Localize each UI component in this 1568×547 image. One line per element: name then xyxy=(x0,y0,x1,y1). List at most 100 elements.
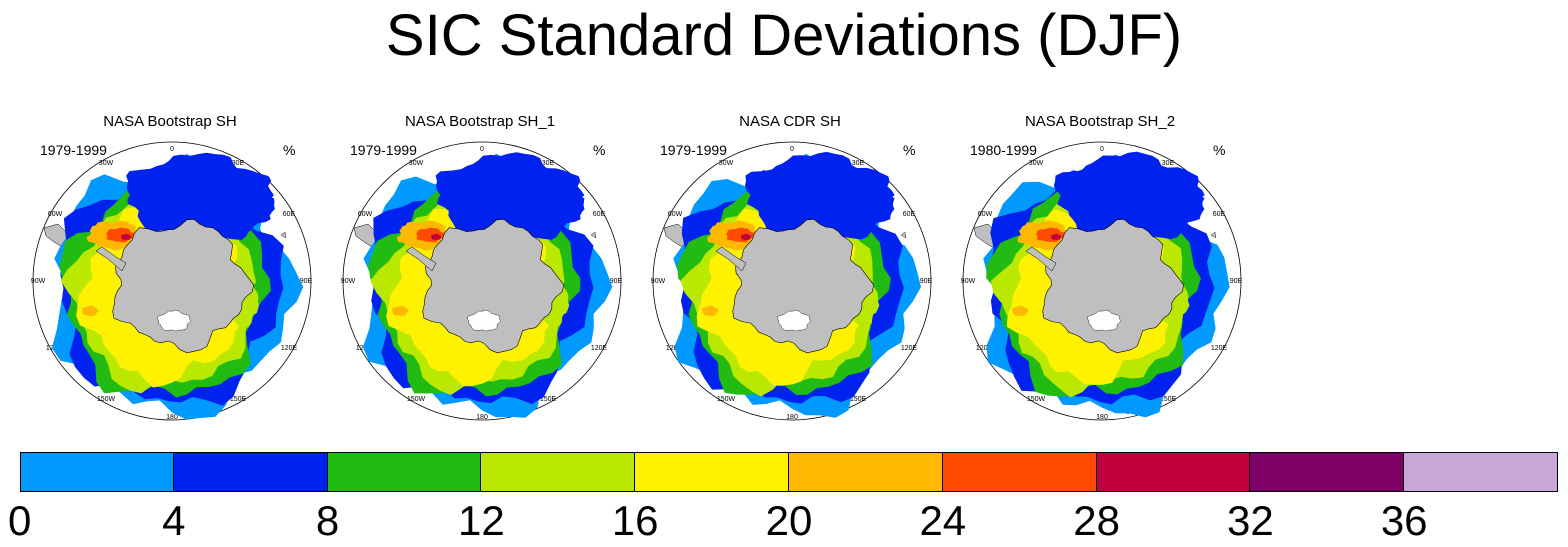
antarctic-peninsula-land xyxy=(1025,246,1057,272)
colorbar-segment xyxy=(481,452,636,492)
longitude-label: 90E xyxy=(920,278,933,285)
colorbar-tick-label: 8 xyxy=(315,497,340,544)
longitude-label: 30W xyxy=(99,160,114,167)
longitude-label: 30E xyxy=(232,160,245,167)
island-land xyxy=(280,231,287,239)
longitude-label: 30W xyxy=(1029,160,1044,167)
colorbar-segment xyxy=(1096,452,1251,492)
longitude-label: 30W xyxy=(409,160,424,167)
longitude-label: 60W xyxy=(978,211,993,218)
longitude-label: 90E xyxy=(1230,278,1243,285)
longitude-label: 60E xyxy=(283,211,296,218)
longitude-label: 180 xyxy=(476,414,488,421)
colorbar-tick-label: 36 xyxy=(1380,497,1428,544)
colorbar-segment xyxy=(20,452,174,492)
longitude-label: 60W xyxy=(48,211,63,218)
longitude-label: 150E xyxy=(1160,396,1177,403)
longitude-label: 180 xyxy=(166,414,178,421)
longitude-label: 150E xyxy=(540,396,557,403)
longitude-label: 60W xyxy=(358,211,373,218)
panel-period: 1979-1999 xyxy=(40,142,107,158)
sic-hotspot xyxy=(1051,233,1062,240)
antarctica-land xyxy=(732,218,875,354)
longitude-label: 90E xyxy=(610,278,623,285)
sic-hotspot xyxy=(741,233,752,240)
longitude-label: 120E xyxy=(1211,345,1228,352)
colorbar-tick-label: 16 xyxy=(611,497,659,544)
sic-hotspot xyxy=(121,233,132,240)
longitude-label: 120E xyxy=(901,345,918,352)
antarctic-peninsula-land xyxy=(405,246,437,272)
longitude-label: 150E xyxy=(850,396,867,403)
colorbar-tick-label: 24 xyxy=(919,497,967,544)
colorbar-segment xyxy=(1250,452,1405,492)
sic-hotspot xyxy=(1011,305,1029,317)
longitude-label: 60E xyxy=(593,211,606,218)
panel-period: 1979-1999 xyxy=(350,142,417,158)
colorbar xyxy=(20,452,1558,492)
colorbar-segment xyxy=(1404,452,1558,492)
longitude-label: 150E xyxy=(230,396,247,403)
longitude-label: 60W xyxy=(668,211,683,218)
antarctica-land xyxy=(1042,218,1185,354)
colorbar-tick-label: 32 xyxy=(1227,497,1274,544)
longitude-label: 30E xyxy=(542,160,555,167)
longitude-label: 150W xyxy=(407,396,426,403)
ice-shelf xyxy=(157,309,192,332)
longitude-label: 90W xyxy=(651,278,666,285)
ice-shelf xyxy=(1087,309,1122,332)
panel-unit: % xyxy=(593,142,606,158)
colorbar-segment xyxy=(173,452,328,492)
ice-shelf xyxy=(467,309,502,332)
panel-period: 1980-1999 xyxy=(970,142,1037,158)
colorbar-tick-label: 12 xyxy=(458,497,505,544)
longitude-label: 0 xyxy=(790,146,794,153)
longitude-label: 90W xyxy=(961,278,976,285)
longitude-label: 120W xyxy=(976,345,995,352)
sic-hotspot xyxy=(81,305,99,317)
longitude-label: 30E xyxy=(1162,160,1175,167)
colorbar-segment xyxy=(327,452,482,492)
panel-unit: % xyxy=(1213,142,1226,158)
colorbar-segment xyxy=(789,452,943,492)
island-land xyxy=(590,231,597,239)
panel-period: 1979-1999 xyxy=(660,142,727,158)
colorbar-tick-label: 0 xyxy=(8,497,32,544)
island-land xyxy=(900,231,907,239)
antarctic-peninsula-land xyxy=(95,246,127,272)
longitude-label: 0 xyxy=(480,146,484,153)
colorbar-tick-label: 20 xyxy=(765,497,813,544)
longitude-label: 150W xyxy=(717,396,736,403)
longitude-label: 60E xyxy=(1213,211,1226,218)
sic-hotspot xyxy=(431,233,442,240)
map-panel-4: 0 30E 60E 90E 120E 150E 180 150W 120W 90W 60W 30W N… xyxy=(950,108,1250,428)
panel-title: NASA Bootstrap SH xyxy=(103,113,237,130)
colorbar-tick-label: 28 xyxy=(1073,497,1120,544)
longitude-label: 90E xyxy=(300,278,313,285)
longitude-label: 120E xyxy=(591,345,608,352)
longitude-label: 180 xyxy=(786,414,798,421)
longitude-label: 90W xyxy=(341,278,356,285)
panel-title: NASA Bootstrap SH_1 xyxy=(404,113,556,130)
panel-title: NASA CDR SH xyxy=(739,113,841,130)
colorbar-segment xyxy=(635,452,789,492)
longitude-label: 150W xyxy=(97,396,116,403)
longitude-label: 0 xyxy=(170,146,174,153)
colorbar-tick-label: 4 xyxy=(162,497,186,544)
ice-shelf xyxy=(777,309,812,332)
antarctica-land xyxy=(112,218,255,354)
island-land xyxy=(1210,231,1217,239)
panel-unit: % xyxy=(283,142,296,158)
figure-title: SIC Standard Deviations (DJF) xyxy=(385,3,1183,68)
panel-title: NASA Bootstrap SH_2 xyxy=(1024,113,1176,130)
longitude-label: 180 xyxy=(1096,414,1108,421)
longitude-label: 60E xyxy=(903,211,916,218)
longitude-label: 150W xyxy=(1027,396,1046,403)
